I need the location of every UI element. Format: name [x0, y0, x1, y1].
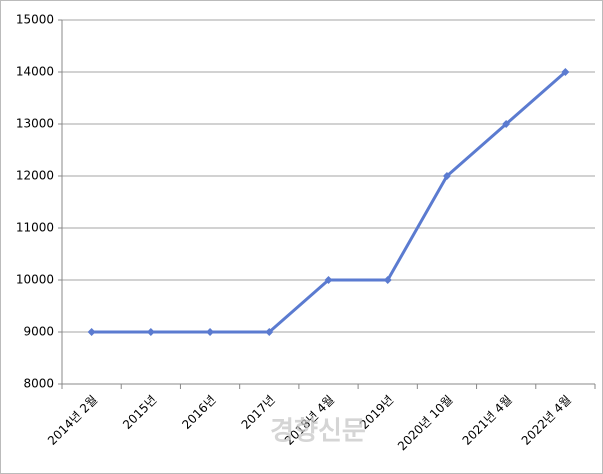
point-marker — [265, 328, 274, 336]
y-tick-label: 14000 — [16, 65, 54, 79]
y-tick-label: 10000 — [16, 273, 54, 287]
y-tick-label: 12000 — [16, 169, 54, 183]
y-tick-label: 15000 — [16, 13, 54, 27]
y-tick-label: 11000 — [16, 221, 54, 235]
y-tick-label: 8000 — [23, 377, 54, 391]
point-marker — [324, 276, 333, 284]
point-marker — [502, 120, 511, 128]
watermark: 경향신문 — [270, 417, 366, 447]
point-marker — [146, 328, 155, 336]
y-tick-label: 13000 — [16, 117, 54, 131]
point-marker — [383, 276, 392, 284]
y-tick-label: 9000 — [23, 325, 54, 339]
point-marker — [561, 68, 570, 76]
point-marker — [87, 328, 96, 336]
point-marker — [442, 172, 451, 180]
point-marker — [206, 328, 215, 336]
